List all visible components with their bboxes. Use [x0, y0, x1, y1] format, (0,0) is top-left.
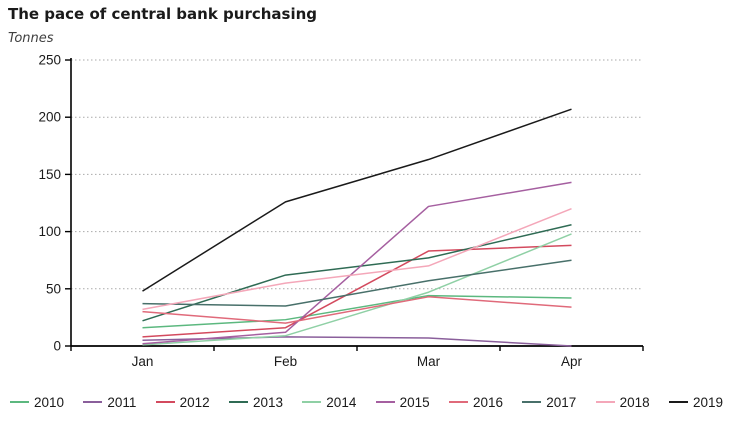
y-tick-label-250: 250 — [38, 53, 61, 68]
legend-item-2015: 2015 — [375, 394, 430, 410]
legend-swatch-2013 — [228, 401, 248, 403]
series-line-2013 — [142, 224, 572, 322]
legend-item-2010: 2010 — [10, 395, 64, 410]
series-line-2018 — [142, 208, 572, 311]
legend-label-2017: 2017 — [546, 394, 577, 410]
chart-legend: 2010 2011 2012 2013 2014 2015 2016 2017 2018 2019 — [10, 390, 723, 414]
line-plot-area: 0 50 100 150 200 250 Jan Feb Mar Apr — [38, 53, 644, 369]
series-line-2015 — [142, 181, 572, 345]
legend-swatch-2014 — [302, 401, 322, 403]
series-line-2017 — [142, 259, 572, 307]
legend-item-2012: 2012 — [155, 394, 210, 410]
legend-label-2016: 2016 — [472, 394, 503, 410]
legend-swatch-2019 — [668, 401, 688, 403]
legend-label-2013: 2013 — [252, 394, 284, 410]
legend-label-2019: 2019 — [692, 394, 723, 410]
legend-label-2010: 2010 — [34, 394, 65, 410]
y-tick-label-150: 150 — [38, 167, 61, 182]
y-tick-label-200: 200 — [38, 110, 61, 125]
series-line-2012 — [142, 244, 572, 338]
legend-swatch-2016 — [448, 401, 468, 403]
y-tick-label-0: 0 — [53, 339, 61, 354]
x-tick-label-apr: Apr — [561, 354, 583, 369]
legend-item-2013: 2013 — [228, 394, 284, 410]
y-axis-units-label: Tonnes — [8, 31, 54, 46]
x-tick-label-feb: Feb — [274, 354, 297, 369]
legend-item-2018: 2018 — [595, 394, 650, 410]
x-tick-label-mar: Mar — [417, 354, 441, 369]
legend-swatch-2010 — [10, 401, 29, 403]
series-line-2014 — [142, 233, 572, 346]
legend-swatch-2011 — [83, 401, 103, 403]
legend-item-2016: 2016 — [448, 394, 503, 410]
legend-label-2012: 2012 — [179, 394, 210, 410]
legend-item-2019: 2019 — [668, 394, 723, 410]
x-tick-label-jan: Jan — [132, 354, 154, 369]
y-tick-label-50: 50 — [46, 281, 61, 296]
series-line-2010 — [142, 294, 572, 329]
legend-swatch-2012 — [155, 401, 175, 403]
legend-label-2011: 2011 — [107, 394, 137, 410]
legend-item-2014: 2014 — [302, 395, 356, 410]
legend-label-2014: 2014 — [326, 394, 357, 410]
legend-swatch-2018 — [595, 401, 615, 403]
legend-item-2011: 2011 — [83, 395, 136, 410]
legend-label-2018: 2018 — [619, 394, 650, 410]
legend-label-2015: 2015 — [399, 394, 430, 410]
chart-title: The pace of central bank purchasing — [8, 5, 318, 23]
series-line-2019 — [142, 108, 572, 292]
legend-item-2017: 2017 — [522, 395, 576, 410]
legend-swatch-2015 — [375, 401, 395, 403]
series-line-2016 — [142, 296, 572, 324]
legend-swatch-2017 — [522, 401, 542, 403]
y-tick-label-100: 100 — [38, 224, 61, 239]
